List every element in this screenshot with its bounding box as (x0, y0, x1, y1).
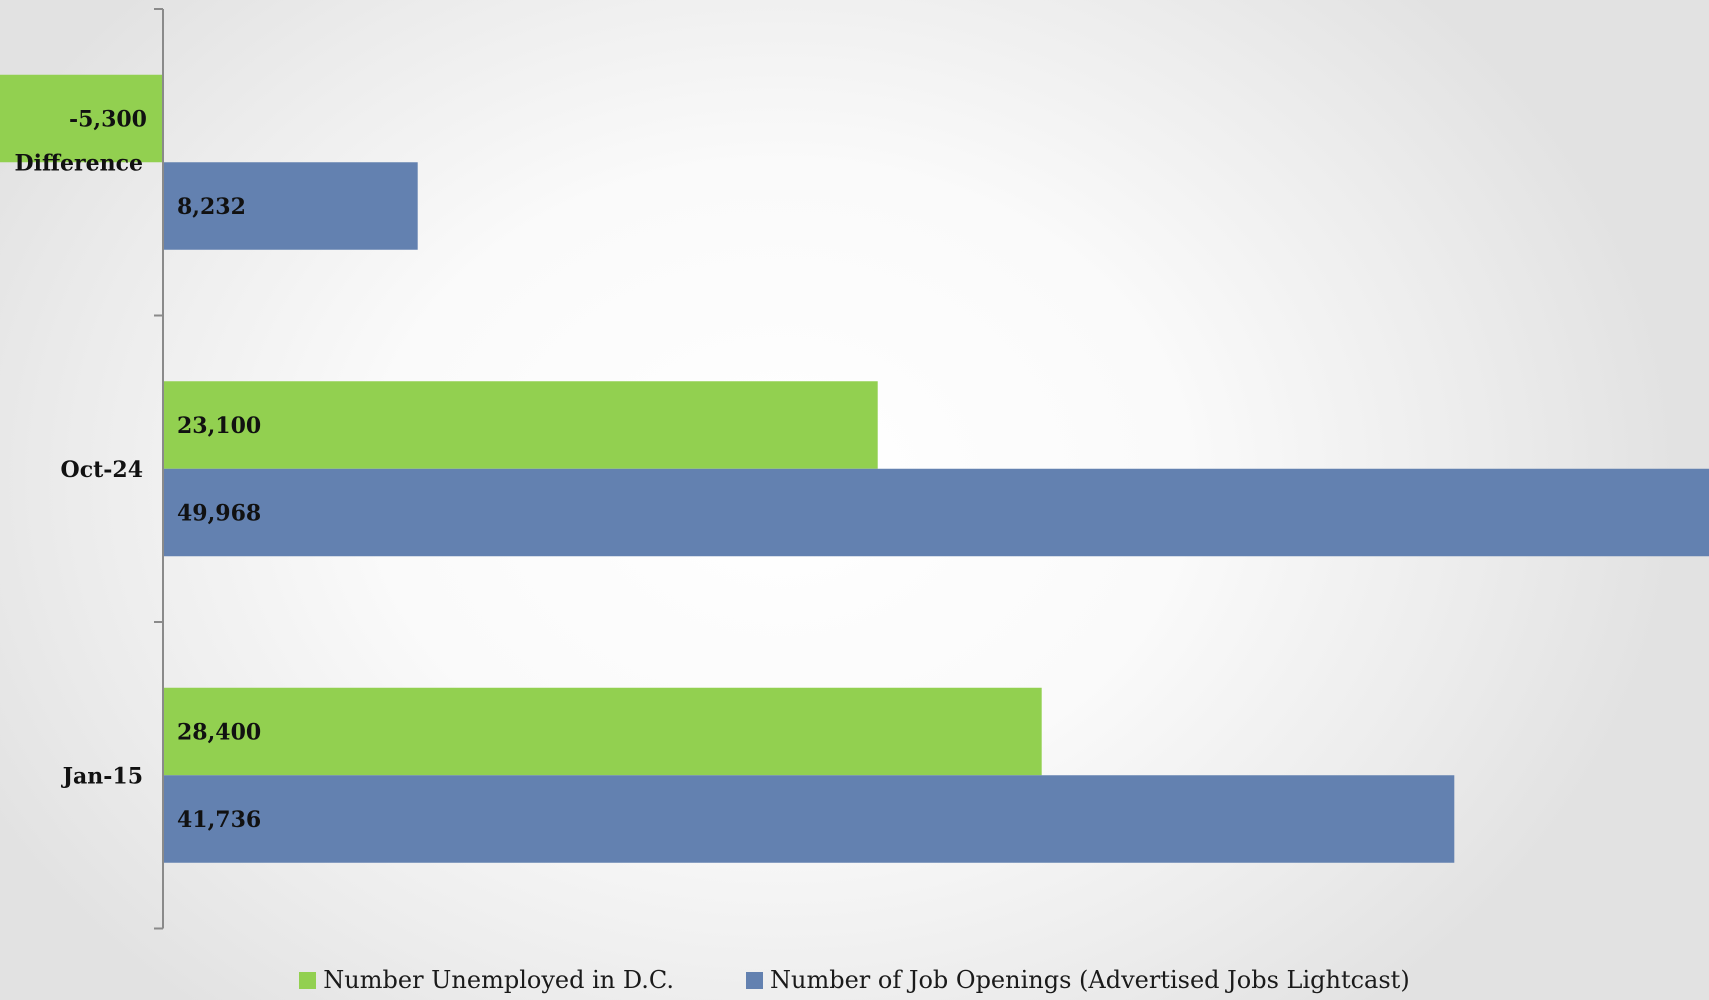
legend-swatch-blue (745, 971, 763, 989)
category-label-oct-24: Oct-24 (61, 457, 143, 483)
legend-label-job-openings: Number of Job Openings (Advertised Jobs … (769, 966, 1410, 994)
legend-swatch-green (299, 971, 317, 989)
bar-number-of-job-openings-a-jan-15 (163, 775, 1455, 863)
legend-label-unemployed: Number Unemployed in D.C. (323, 966, 674, 994)
data-label-oct-24-1: 49,968 (177, 501, 261, 527)
bar-number-of-job-openings-a-difference (163, 162, 418, 250)
data-label-oct-24-0: 23,100 (177, 413, 261, 439)
category-label-jan-15: Jan-15 (61, 763, 143, 789)
data-label-difference-1: 8,232 (177, 194, 246, 220)
data-label-jan-15-0: 28,400 (177, 720, 261, 746)
category-label-difference: Difference (15, 150, 143, 176)
bar-chart: -5,300 8,232 Difference 23,100 49,968 Oct-24 2… (0, 8, 1709, 930)
legend-item-job-openings: Number of Job Openings (Advertised Jobs … (745, 966, 1410, 994)
bar-number-unemployed-in-d-c-jan-15 (163, 687, 1042, 776)
legend: Number Unemployed in D.C. Number of Job … (0, 963, 1709, 997)
data-label-difference-0: -5,300 (69, 107, 147, 133)
data-label-jan-15-1: 41,736 (177, 807, 261, 833)
bar-number-unemployed-in-d-c-oct-24 (163, 381, 878, 469)
bar-number-unemployed-in-d-c-difference (0, 74, 163, 163)
bar-number-of-job-openings-a-oct-24 (163, 468, 1709, 557)
legend-item-unemployed: Number Unemployed in D.C. (299, 966, 674, 994)
